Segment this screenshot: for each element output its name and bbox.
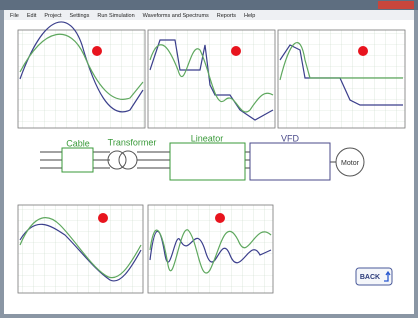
menu-item[interactable]: File bbox=[10, 13, 19, 19]
menu-bar bbox=[4, 10, 414, 20]
panel bbox=[278, 30, 405, 128]
panel bbox=[148, 30, 275, 128]
menu-item[interactable]: Settings bbox=[69, 13, 89, 19]
back-button[interactable]: BACK bbox=[356, 268, 392, 285]
menu-item[interactable]: Run Simulation bbox=[97, 13, 134, 19]
vfd-label: VFD bbox=[281, 133, 300, 143]
red-dot bbox=[215, 213, 225, 223]
red-dot bbox=[92, 46, 102, 56]
red-dot bbox=[98, 213, 108, 223]
title-bar bbox=[0, 0, 418, 10]
red-dot bbox=[231, 46, 241, 56]
lineator-label: Lineator bbox=[191, 133, 224, 143]
panel bbox=[148, 205, 273, 293]
menu-item[interactable]: Project bbox=[44, 13, 62, 19]
red-dot bbox=[358, 46, 368, 56]
menu-item[interactable]: Edit bbox=[27, 13, 37, 19]
menu-item[interactable]: Help bbox=[244, 13, 255, 19]
close-button[interactable] bbox=[378, 1, 414, 9]
menu-item[interactable]: Reports bbox=[217, 13, 237, 19]
transformer-label: Transformer bbox=[108, 137, 157, 147]
cable-label: Cable bbox=[66, 138, 90, 148]
button-label[interactable]: BACK bbox=[360, 274, 380, 281]
menu-item[interactable]: Waveforms and Spectrums bbox=[143, 13, 209, 19]
motor-label: Motor bbox=[341, 160, 360, 167]
app-window: File Edit Project Settings Run Simulation Wav… bbox=[0, 0, 418, 318]
